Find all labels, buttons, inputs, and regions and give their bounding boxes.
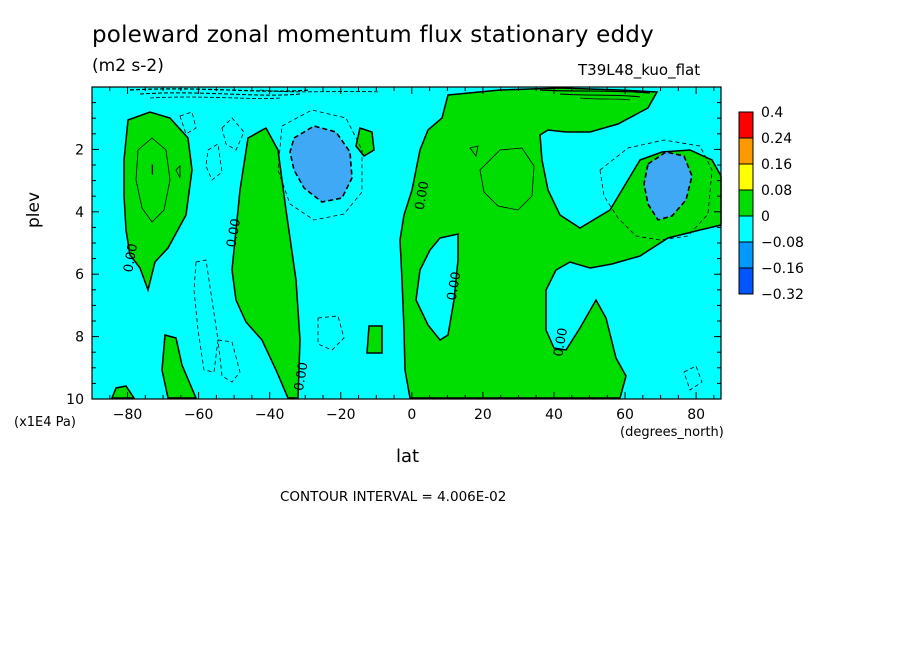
x-tick-label: 80 (687, 407, 705, 423)
x-axis: −80 −60 −40 −20 0 20 40 60 80 (91, 87, 715, 423)
neutral-hole-nh (415, 233, 459, 341)
plot-area (91, 86, 722, 400)
legend-swatch (738, 189, 754, 217)
negative-region-nh (643, 151, 693, 221)
contour-label: 0.00 (292, 361, 312, 392)
contour-label: 0.00 (121, 242, 141, 273)
contour-label: 0.00 (224, 217, 244, 248)
contour-label: 0.00 (551, 327, 571, 358)
x-tick-label: −60 (184, 407, 214, 423)
negative-contours (179, 109, 713, 391)
positive-contours (135, 137, 535, 223)
positive-region-sh-mid (231, 126, 301, 399)
contour-interval-note: CONTOUR INTERVAL = 4.006E-02 (280, 489, 507, 505)
legend-swatch (738, 215, 754, 243)
legend-level-label: −0.08 (761, 235, 804, 251)
chart-title: poleward zonal momentum flux stationary … (92, 22, 654, 48)
x-axis-label: lat (396, 446, 420, 467)
positive-region-sh-low-b (110, 385, 136, 399)
run-label: T39L48_kuo_flat (578, 61, 701, 79)
x-tick-label: −20 (326, 407, 356, 423)
contour-label: I (150, 163, 154, 178)
y-tick-label: 4 (75, 205, 84, 221)
y-axis: 2 4 6 8 10 (66, 86, 721, 408)
x-axis-unit: (degrees_north) (620, 425, 724, 440)
legend-level-label: 0.16 (761, 157, 792, 173)
negative-region-sh (289, 125, 353, 203)
y-tick-label: 2 (75, 142, 84, 158)
top-contour-band (129, 88, 651, 101)
positive-region-small-patch (366, 325, 383, 354)
legend-level-label: −0.32 (761, 287, 804, 303)
contour-label: 0.00 (413, 180, 433, 211)
legend-swatch (738, 137, 754, 165)
legend-level-label: 0 (761, 209, 770, 225)
legend-level-label: 0.24 (761, 131, 792, 147)
y-tick-label: 6 (75, 267, 84, 283)
x-tick-label: 0 (407, 407, 416, 423)
contour-label: 0.00 (445, 271, 465, 302)
legend-swatch (738, 111, 754, 139)
x-tick-label: 60 (616, 407, 634, 423)
positive-region-sh-low-a (161, 334, 198, 399)
y-axis-unit: (x1E4 Pa) (14, 415, 76, 430)
contour-labels: 0.00 0.00 0.00 0.00 0.00 0.00 I (121, 163, 571, 392)
positive-region-small-blob (355, 127, 375, 157)
y-tick-label: 8 (75, 330, 84, 346)
positive-region-sh-high (123, 111, 193, 293)
x-tick-label: 40 (545, 407, 563, 423)
positive-region-nh (399, 87, 722, 399)
legend-level-label: −0.16 (761, 261, 804, 277)
legend-level-label: 0.08 (761, 183, 792, 199)
legend-swatch (738, 241, 754, 269)
x-tick-label: 20 (474, 407, 492, 423)
legend-level-label: 0.4 (761, 105, 783, 121)
legend-swatch (738, 267, 754, 295)
y-tick-label: 10 (66, 392, 84, 408)
x-tick-label: −40 (255, 407, 285, 423)
legend-swatch (738, 163, 754, 191)
color-legend: 0.4 0.24 0.16 0.08 0 −0.08 −0.16 −0.32 (738, 105, 804, 303)
chart-units: (m2 s-2) (92, 56, 164, 76)
x-tick-label: −80 (113, 407, 143, 423)
